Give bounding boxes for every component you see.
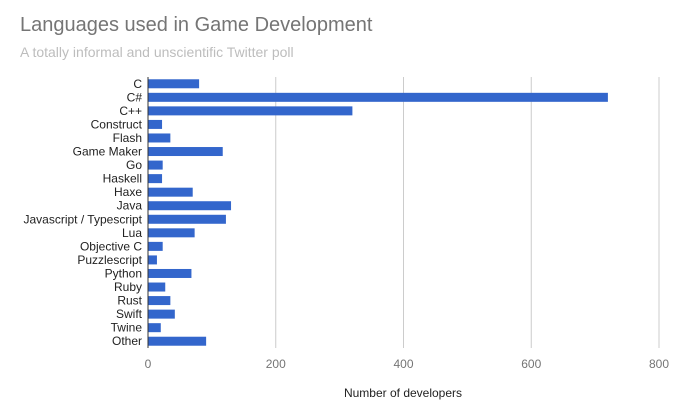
x-axis-title: Number of developers bbox=[344, 386, 462, 400]
category-label: Java bbox=[117, 199, 143, 213]
category-label: Game Maker bbox=[73, 145, 142, 159]
bar bbox=[148, 255, 157, 265]
bar bbox=[148, 214, 226, 224]
category-label: Haskell bbox=[103, 172, 142, 186]
category-label: C bbox=[133, 77, 142, 91]
bar bbox=[148, 296, 171, 306]
bar bbox=[148, 268, 192, 278]
category-label: Go bbox=[126, 158, 142, 172]
category-label: Javascript / Typescript bbox=[24, 212, 143, 226]
x-tick-label: 200 bbox=[266, 357, 286, 371]
gridlines bbox=[275, 77, 660, 348]
x-tick-label: 600 bbox=[521, 357, 541, 371]
category-label: Haxe bbox=[114, 185, 142, 199]
bar bbox=[148, 92, 608, 102]
x-tick-label: 800 bbox=[649, 357, 669, 371]
category-label: Puzzlescript bbox=[77, 253, 142, 267]
category-label: Objective C bbox=[80, 239, 142, 253]
bar bbox=[148, 336, 207, 346]
chart-title: Languages used in Game Development bbox=[20, 14, 373, 36]
x-tick-label: 0 bbox=[145, 357, 152, 371]
category-label: Flash bbox=[113, 131, 142, 145]
chart-subtitle: A totally informal and unscientific Twit… bbox=[20, 44, 294, 60]
bar bbox=[148, 79, 200, 89]
bar bbox=[148, 241, 163, 251]
category-label: Other bbox=[112, 334, 142, 348]
category-label: C# bbox=[127, 90, 143, 104]
category-label: Ruby bbox=[114, 280, 142, 294]
bar bbox=[148, 174, 163, 184]
category-label: C++ bbox=[119, 104, 142, 118]
category-label: Lua bbox=[122, 226, 142, 240]
bar bbox=[148, 323, 161, 333]
bar bbox=[148, 309, 175, 319]
bars bbox=[148, 79, 608, 346]
bar bbox=[148, 133, 171, 143]
category-label: Rust bbox=[117, 294, 142, 308]
bar bbox=[148, 201, 232, 211]
category-label: Twine bbox=[111, 321, 143, 335]
bar bbox=[148, 147, 223, 157]
bar bbox=[148, 228, 195, 238]
x-tick-label: 400 bbox=[393, 357, 413, 371]
category-label: Python bbox=[105, 266, 142, 280]
category-label: Construct bbox=[91, 117, 143, 131]
bar bbox=[148, 160, 163, 170]
tick-labels: 0 200 400 600 800 bbox=[145, 357, 670, 371]
bar bbox=[148, 119, 163, 129]
category-label: Swift bbox=[116, 307, 143, 321]
bar bbox=[148, 282, 166, 292]
bar bbox=[148, 187, 193, 197]
bar bbox=[148, 106, 353, 116]
